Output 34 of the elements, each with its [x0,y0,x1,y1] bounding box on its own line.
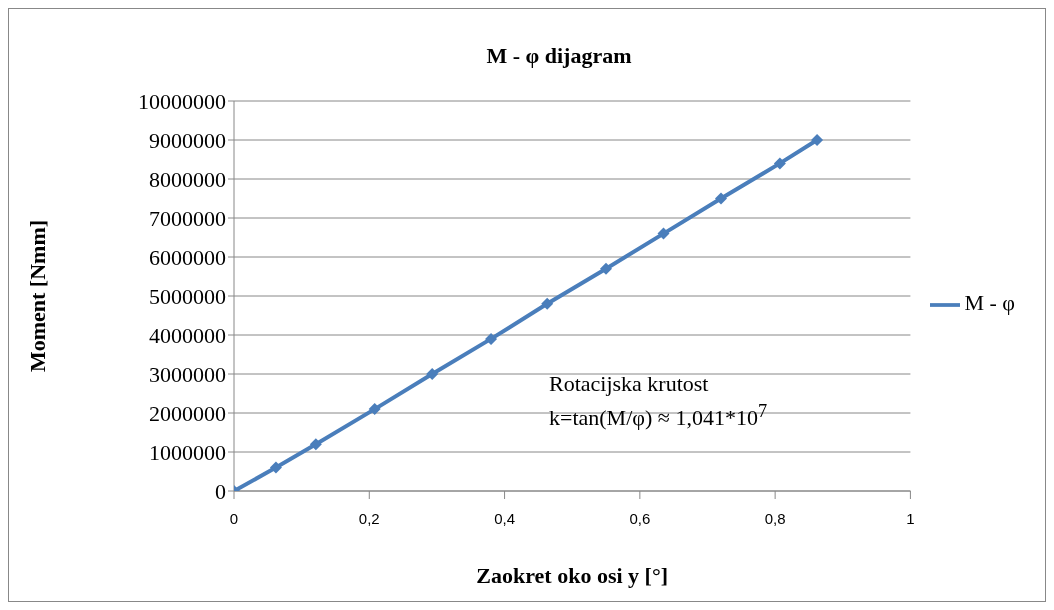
y-tick-label: 0 [215,478,226,504]
annotation: Rotacijska krutost [549,371,709,397]
y-axis-title: Moment [Nmm] [24,219,50,373]
point [269,461,282,474]
y-tick-label: 6000000 [149,244,226,270]
point [309,438,322,451]
x-tick-label: 0,6 [629,509,651,527]
y-tick-label: 7000000 [149,205,226,231]
x-tick-label: 1 [906,509,915,527]
point [773,157,786,170]
point [368,403,381,416]
point [811,134,824,146]
chart-title: M - φ dijagram [485,43,633,69]
x-axis-title: Zaokret oko osi y [°] [476,563,669,588]
point [426,368,439,380]
y-tick-label: 10000000 [138,88,226,114]
x-tick-label: 0,8 [764,509,786,527]
x-tick-label: 0 [229,509,239,527]
x-tick-label: 0,2 [358,509,380,527]
legend-label: M - φ [964,290,1015,316]
point [541,297,554,310]
point [600,262,613,275]
y-tick-label: 4000000 [149,322,226,348]
x-tick-label: 0,4 [494,509,515,527]
y-tick-label: 9000000 [149,127,226,153]
point [485,332,498,345]
y-tick-label: 2000000 [149,400,226,426]
y-tick-label: 8000000 [149,166,226,192]
y-tick-label: 5000000 [149,283,226,309]
y-tick-label: 3000000 [149,361,226,387]
point [715,192,728,205]
point [657,227,670,240]
annotation: k=tan(M/φ) ≈ 1,041*10$^{7}$ [549,401,768,432]
y-tick-label: 1000000 [149,439,226,465]
